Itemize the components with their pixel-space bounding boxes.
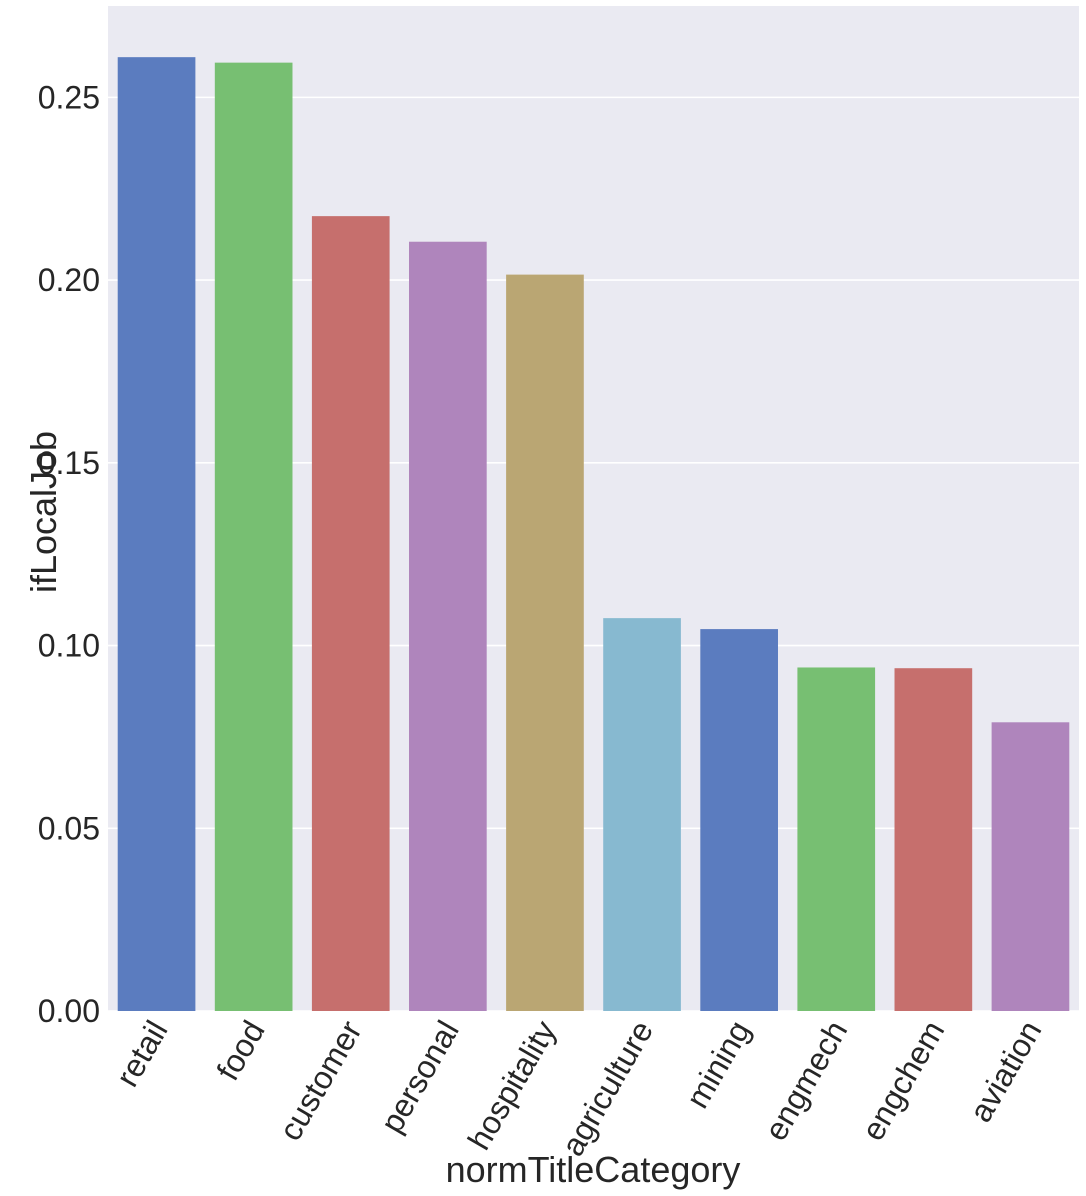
y-tick-label: 0.00 xyxy=(38,993,100,1029)
bar-aviation xyxy=(991,722,1070,1011)
y-tick-label: 0.10 xyxy=(38,628,100,664)
y-tick-label: 0.05 xyxy=(38,810,100,846)
y-tick-label: 0.15 xyxy=(38,445,100,481)
y-tick-label: 0.20 xyxy=(38,262,100,298)
x-tick-label: aviation xyxy=(962,1015,1048,1129)
bar-agriculture xyxy=(603,618,681,1011)
x-tick-label: food xyxy=(209,1015,271,1087)
bars xyxy=(117,57,1070,1012)
x-tick-label: customer xyxy=(272,1014,369,1146)
x-tick-label: agriculture xyxy=(554,1015,660,1162)
bar-personal xyxy=(409,241,487,1011)
x-tick-label: engchem xyxy=(854,1015,951,1147)
x-tick-label: mining xyxy=(679,1015,757,1115)
x-axis-title: normTitleCategory xyxy=(446,1149,741,1190)
bar-mining xyxy=(700,629,778,1011)
x-tick-label: hospitality xyxy=(461,1015,563,1156)
bar-retail xyxy=(117,57,196,1011)
x-tick-labels: retail food customer personalhospitalityagr… xyxy=(109,1014,1049,1162)
bar-engmech xyxy=(797,667,876,1011)
y-tick-labels: 0.00 0.05 0.10 0.15 0.20 0.25 xyxy=(38,79,100,1029)
bar-customer xyxy=(311,216,390,1012)
x-tick-label: engmech xyxy=(757,1015,854,1147)
bar-food xyxy=(214,62,293,1012)
y-axis-title: ifLocalJob xyxy=(23,431,64,593)
x-tick-label: retail xyxy=(109,1015,175,1093)
x-tick-label: personal xyxy=(373,1015,466,1139)
bar-hospitality xyxy=(506,274,584,1011)
y-tick-label: 0.25 xyxy=(38,79,100,115)
bar-engchem xyxy=(894,668,973,1011)
